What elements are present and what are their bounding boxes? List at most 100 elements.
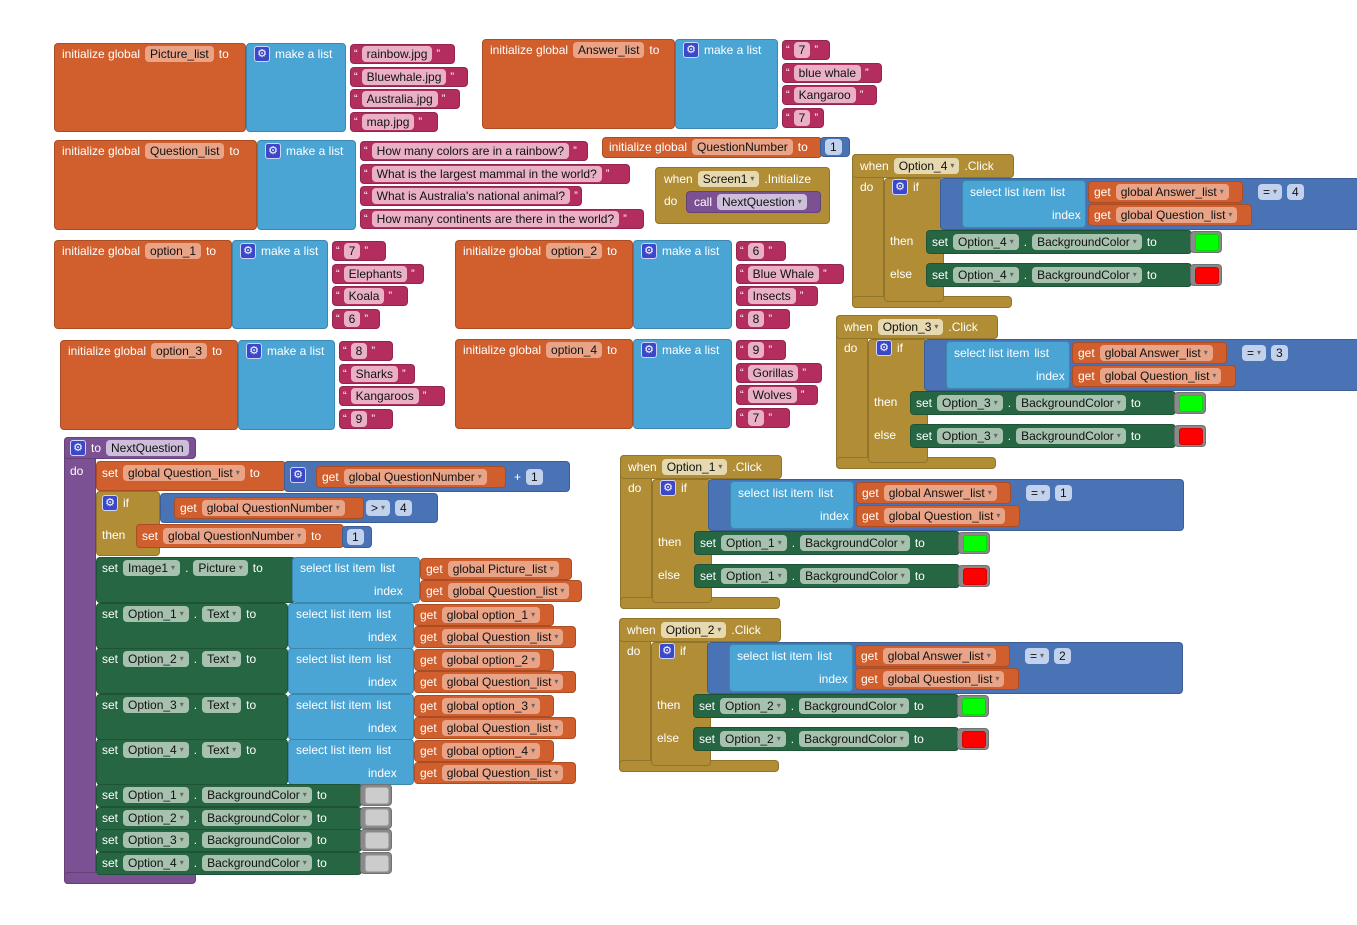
text-string[interactable]: “6” <box>336 310 368 327</box>
string-field[interactable]: What is the largest mammal in the world? <box>371 165 602 182</box>
number-field[interactable]: 1 <box>526 469 543 485</box>
dropdown[interactable]: global Question_list ▾ <box>441 674 564 691</box>
text-string[interactable]: “8” <box>740 310 772 327</box>
dropdown[interactable]: Text ▾ <box>202 651 242 668</box>
text-string[interactable]: “Insects” <box>740 288 803 304</box>
color-swatch[interactable] <box>365 831 389 849</box>
gear-icon[interactable]: ⚙ <box>102 495 118 511</box>
string-field[interactable]: blue whale <box>793 64 862 81</box>
initialize-global-block[interactable] <box>455 339 633 429</box>
number-field[interactable]: 1 <box>347 529 364 545</box>
dropdown[interactable]: BackgroundColor ▾ <box>1032 234 1142 250</box>
dropdown[interactable]: Option_3 ▾ <box>937 428 1003 444</box>
text-string[interactable]: “9” <box>343 410 375 427</box>
event-block-body[interactable] <box>852 154 884 308</box>
text-string[interactable]: “Australia.jpg” <box>354 91 445 107</box>
gear-icon[interactable]: ⚙ <box>290 467 306 483</box>
dropdown[interactable]: = ▾ <box>1025 648 1050 664</box>
dropdown[interactable]: global option_3 ▾ <box>441 697 541 714</box>
initialize-global-block[interactable] <box>54 240 232 329</box>
text-string[interactable]: “6” <box>740 243 772 259</box>
text-string[interactable]: “7” <box>740 409 772 426</box>
select-list-item-block[interactable] <box>288 693 414 740</box>
gear-icon[interactable]: ⚙ <box>246 343 262 359</box>
select-list-item-block[interactable] <box>292 557 420 603</box>
select-list-item-block[interactable] <box>946 341 1070 389</box>
dropdown[interactable]: BackgroundColor ▾ <box>799 698 909 714</box>
text-string[interactable]: “Koala” <box>336 288 392 304</box>
string-field[interactable]: Blue Whale <box>747 265 820 282</box>
dropdown[interactable]: BackgroundColor ▾ <box>202 832 312 849</box>
dropdown[interactable]: BackgroundColor ▾ <box>800 535 910 551</box>
string-field[interactable]: Kangaroo <box>793 87 856 103</box>
dropdown[interactable]: BackgroundColor ▾ <box>1016 428 1126 444</box>
color-swatch[interactable] <box>963 534 987 552</box>
dropdown[interactable]: Option_3 ▾ <box>123 832 189 849</box>
string-field[interactable]: Kangaroos <box>350 388 419 404</box>
initialize-global-block[interactable] <box>60 340 238 430</box>
text-string[interactable]: “Sharks” <box>343 365 406 382</box>
text-string[interactable]: “7” <box>786 42 818 58</box>
dropdown[interactable]: Option_3 ▾ <box>123 696 189 713</box>
dropdown[interactable]: Option_2 ▾ <box>720 698 786 714</box>
dropdown[interactable]: NextQuestion ▾ <box>717 194 807 210</box>
make-a-list-block[interactable] <box>238 340 335 430</box>
string-field[interactable]: map.jpg <box>361 113 415 130</box>
dropdown[interactable]: Text ▾ <box>202 606 242 622</box>
text-string[interactable]: “7” <box>336 243 368 259</box>
name-field[interactable]: NextQuestion <box>106 440 189 456</box>
string-field[interactable]: 7 <box>747 409 765 426</box>
dropdown[interactable]: Option_1 ▾ <box>123 787 189 803</box>
dropdown[interactable]: global Answer_list ▾ <box>1115 184 1229 200</box>
dropdown[interactable]: global Question_list ▾ <box>441 719 564 736</box>
string-field[interactable]: Australia.jpg <box>361 91 438 107</box>
procedure-body[interactable] <box>64 437 96 884</box>
dropdown[interactable]: global QuestionNumber ▾ <box>201 500 345 516</box>
dropdown[interactable]: global Question_list ▾ <box>441 764 564 781</box>
event-block-body[interactable] <box>836 315 868 469</box>
dropdown[interactable]: global Question_list ▾ <box>1099 368 1222 384</box>
gear-icon[interactable]: ⚙ <box>254 46 270 62</box>
gear-icon[interactable]: ⚙ <box>641 243 657 259</box>
color-swatch[interactable] <box>1179 394 1203 412</box>
text-string[interactable]: “7” <box>786 109 818 126</box>
string-field[interactable]: 8 <box>350 343 368 359</box>
string-field[interactable]: Insects <box>747 288 796 304</box>
dropdown[interactable]: = ▾ <box>1258 184 1283 200</box>
number-field[interactable]: 3 <box>1271 345 1288 361</box>
color-swatch[interactable] <box>365 809 389 827</box>
dropdown[interactable]: = ▾ <box>1026 485 1051 501</box>
string-field[interactable]: Elephants <box>343 265 408 282</box>
string-field[interactable]: Koala <box>343 288 385 304</box>
color-swatch[interactable] <box>962 730 986 748</box>
name-field[interactable]: QuestionNumber <box>692 139 793 155</box>
dropdown[interactable]: Option_4 ▾ <box>893 158 960 174</box>
dropdown[interactable]: global option_2 ▾ <box>441 652 541 669</box>
dropdown[interactable]: global option_4 ▾ <box>441 742 541 759</box>
text-string[interactable]: “How many continents are there in the wo… <box>364 210 627 227</box>
text-string[interactable]: “Kangaroo” <box>786 87 863 103</box>
name-field[interactable]: option_3 <box>151 343 208 359</box>
number-field[interactable]: 4 <box>1287 184 1304 200</box>
text-string[interactable]: “blue whale” <box>786 64 869 81</box>
string-field[interactable]: 7 <box>343 243 361 259</box>
name-field[interactable]: Question_list <box>145 143 225 159</box>
string-field[interactable]: 7 <box>793 109 811 126</box>
string-field[interactable]: rainbow.jpg <box>361 46 433 62</box>
dropdown[interactable]: BackgroundColor ▾ <box>799 731 909 747</box>
dropdown[interactable]: Option_2 ▾ <box>123 651 189 668</box>
select-list-item-block[interactable] <box>288 648 414 695</box>
string-field[interactable]: Bluewhale.jpg <box>361 68 447 85</box>
dropdown[interactable]: BackgroundColor ▾ <box>202 855 312 872</box>
dropdown[interactable]: Text ▾ <box>202 741 242 758</box>
color-swatch[interactable] <box>1195 233 1219 251</box>
dropdown[interactable]: Image1 ▾ <box>123 560 181 576</box>
text-string[interactable]: “map.jpg” <box>354 113 422 130</box>
dropdown[interactable]: global Answer_list ▾ <box>882 648 996 664</box>
color-swatch[interactable] <box>365 854 389 872</box>
event-block-body[interactable] <box>619 618 651 772</box>
dropdown[interactable]: Option_3 ▾ <box>937 395 1003 411</box>
name-field[interactable]: option_4 <box>546 342 603 358</box>
dropdown[interactable]: global Question_list ▾ <box>883 508 1006 524</box>
